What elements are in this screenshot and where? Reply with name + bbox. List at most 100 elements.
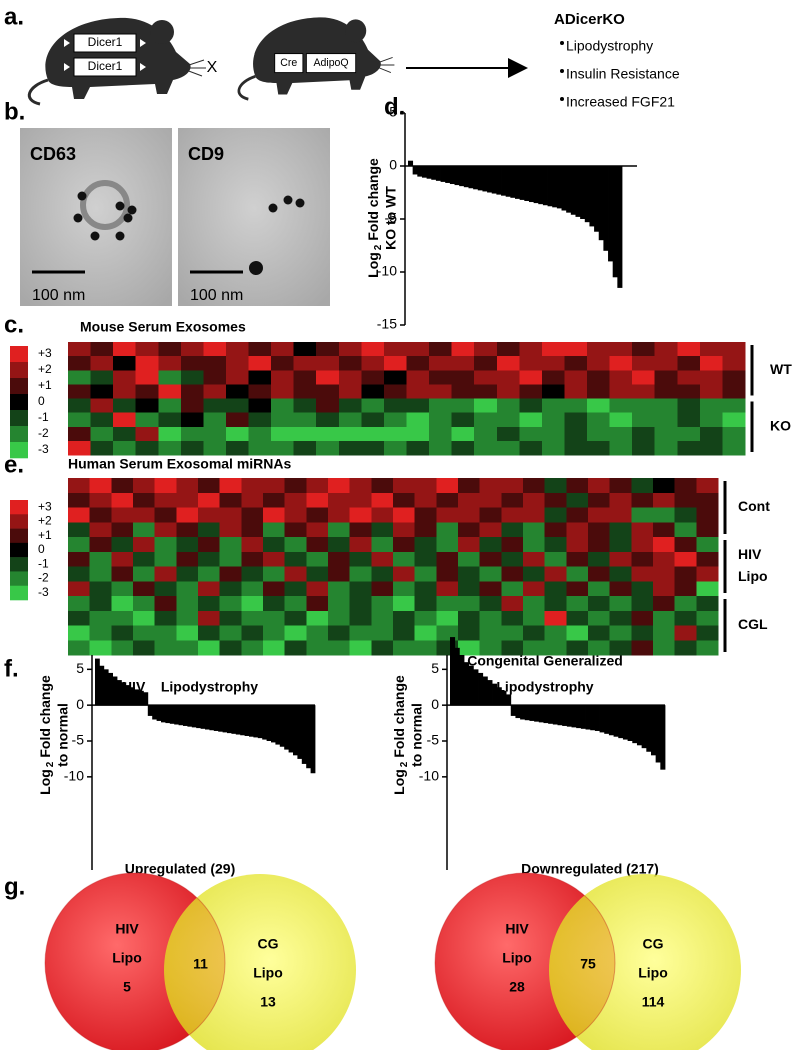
colorbar-swatch [10,394,28,411]
y-axis-label-subscript: 2 [373,244,384,250]
heatmap-cell [306,581,329,597]
colorbar-swatch [10,346,28,363]
heatmap-cell [371,566,394,582]
bar [566,705,572,727]
heatmap-cell [90,426,114,442]
heatmap-cell [566,478,589,494]
heatmap-cell [198,507,220,523]
heatmap-cell [406,398,430,413]
venn-set [549,874,741,1050]
heatmap-cell [653,537,675,553]
gene-label: Cre [280,57,297,69]
heatmap-cell [198,625,220,641]
heatmap-cell [338,440,362,456]
heatmap-cell [271,426,294,442]
heatmap-cell [474,356,498,371]
heatmap-cell [263,522,285,538]
heatmap-cell [248,384,272,399]
heatmap-cell [241,551,264,567]
bar [650,705,657,756]
venn-set-label: Lipo [253,965,283,981]
bar [543,705,549,724]
heatmap-cell [90,412,114,428]
chart-title: Congenital Generalized [467,653,623,669]
heatmap-cell [393,478,415,494]
bar [196,705,201,729]
heatmap-cell [609,522,632,538]
heatmap-cell [113,426,136,442]
group-label: Cont [738,498,770,514]
heatmap-cell [133,566,155,582]
y-tick-label: 5 [76,660,84,676]
heatmap-cell [284,522,307,538]
heatmap-cell [180,412,204,428]
heatmap-cell [451,384,475,399]
bar [125,685,131,706]
bar [183,705,188,726]
heatmap-cell [631,507,654,523]
y-tick-label: 0 [389,157,397,173]
venn-set-label: Lipo [638,965,668,981]
heatmap-cell [451,398,475,413]
heatmap-cell [544,581,567,597]
panel-label: b. [4,98,25,125]
heatmap-cell [566,625,589,641]
heatmap-cell [699,412,723,428]
heatmap-cell [429,440,452,456]
heatmap-cell [519,426,543,442]
bullet [560,97,564,101]
venn-overlap-count: 11 [193,956,208,972]
heatmap-cell [722,426,746,442]
colorbar-label: -2 [38,426,49,440]
bar [636,705,643,746]
heatmap-cell [632,384,656,399]
heatmap-cell [68,596,90,612]
heatmap-cell [696,551,719,567]
bar [547,166,553,207]
heatmap-cell [306,522,329,538]
heatmap-cell [371,640,394,656]
heatmap-cell [154,492,177,508]
heatmap-cell [474,412,498,428]
heatmap-cell [306,610,329,626]
bar [231,705,237,734]
heatmap-cell [566,522,589,538]
y-axis-label-subscript: 2 [399,761,410,767]
gold-particle [73,213,83,223]
venn-count: 28 [509,979,525,995]
heatmap-cell [135,412,159,428]
heatmap-cell [135,440,159,456]
bar [487,166,493,193]
heatmap-cell [371,507,394,523]
heatmap-cell [293,356,317,371]
heatmap-cell [306,492,329,508]
heatmap-cell [198,566,220,582]
heatmap-cell [722,440,746,456]
bar [262,705,267,740]
heatmap-cell [111,507,134,523]
heatmap-cell [113,342,136,357]
heatmap-cell [133,625,155,641]
bar [297,705,303,759]
heatmap-cell [154,507,177,523]
heatmap-cell [219,492,242,508]
group-label: HIV [738,546,762,562]
heatmap-cell [371,537,394,553]
heatmap-cell [501,596,524,612]
heatmap-cell [544,625,567,641]
heatmap-cell [631,596,654,612]
heatmap-cell [544,507,567,523]
colorbar-label: +3 [38,499,52,513]
bar [240,705,245,736]
cross-symbol: X [207,59,218,76]
venn-count: 5 [123,979,131,995]
heatmap-cell [654,356,678,371]
bar [209,705,215,731]
colorbar-label: -3 [38,442,49,456]
bar [492,683,498,706]
heatmap-cell [68,640,90,656]
heatmap-cell [674,522,697,538]
bar [108,672,113,706]
heatmap-cell [158,426,182,442]
heatmap-cell [349,581,372,597]
